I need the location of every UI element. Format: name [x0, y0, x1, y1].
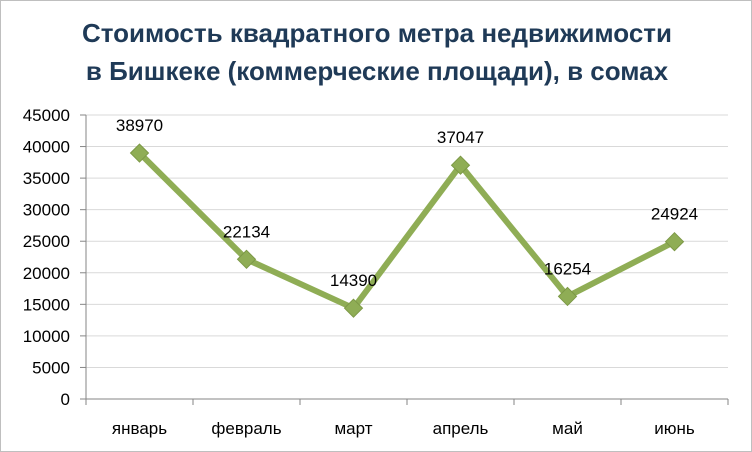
series-layer — [136, 150, 678, 312]
x-tick-label: март — [334, 419, 372, 438]
data-labels: 38970 22134 14390 37047 16254 24924 — [116, 116, 698, 290]
data-label: 24924 — [651, 205, 698, 224]
y-tick-label: 25000 — [23, 232, 70, 251]
data-label: 22134 — [223, 222, 270, 241]
data-point-marker — [450, 155, 471, 175]
data-label: 37047 — [437, 128, 484, 147]
x-tick-label: февраль — [211, 419, 281, 438]
chart-title-line-1: Стоимость квадратного метра недвижимости — [81, 18, 673, 48]
x-tick-label: май — [552, 419, 583, 438]
y-axis-tick-labels: 0 5000 10000 15000 20000 25000 30000 35000 40000… — [23, 106, 70, 409]
x-tick-label: апрель — [433, 419, 489, 438]
data-label: 38970 — [116, 116, 163, 135]
x-axis-tick-labels: январь февраль март апрель май июнь — [112, 419, 695, 438]
y-tick-label: 30000 — [23, 201, 70, 220]
axes — [80, 114, 729, 405]
x-tick-label: июнь — [654, 419, 695, 438]
y-tick-label: 40000 — [23, 138, 70, 157]
data-point-marker — [236, 249, 257, 270]
data-point-marker — [129, 143, 150, 163]
y-tick-label: 5000 — [32, 358, 70, 377]
data-point-marker — [664, 231, 685, 252]
series-line — [136, 150, 678, 312]
markers — [129, 143, 685, 318]
data-point-marker — [557, 286, 578, 307]
data-label: 16254 — [544, 259, 591, 278]
y-tick-label: 20000 — [23, 264, 70, 283]
y-tick-label: 10000 — [23, 327, 70, 346]
chart-title-line-2: в Бишкеке (коммерческие площади), в сома… — [85, 56, 669, 86]
y-tick-label: 0 — [61, 390, 70, 409]
y-tick-label: 35000 — [23, 169, 70, 188]
x-tick-label: январь — [112, 419, 167, 438]
data-label: 14390 — [330, 271, 377, 290]
y-tick-label: 45000 — [23, 106, 70, 125]
data-point-marker — [343, 298, 364, 318]
y-tick-label: 15000 — [23, 295, 70, 314]
